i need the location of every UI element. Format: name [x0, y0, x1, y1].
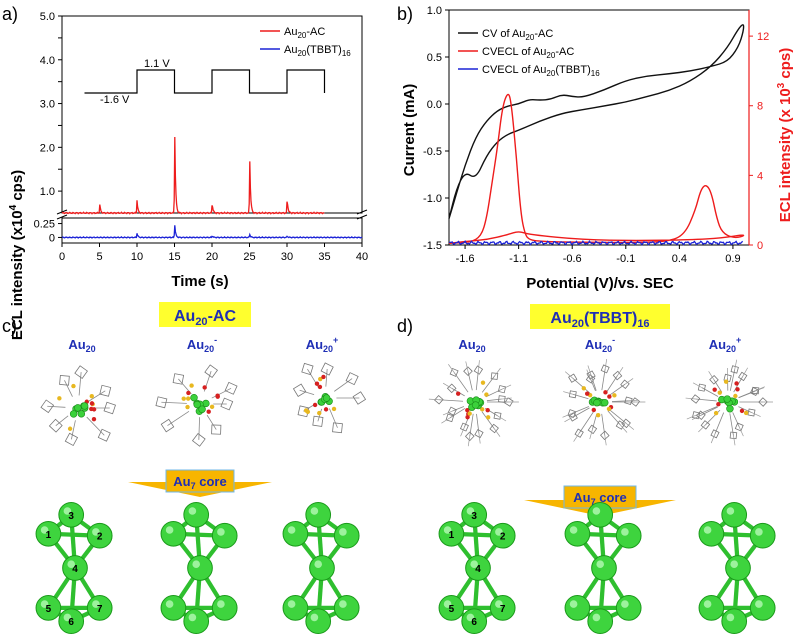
au7-atom-number: 7 — [97, 604, 103, 615]
panel-c-core-label: Au7 core — [173, 474, 226, 491]
au20-cluster-structure — [563, 359, 646, 445]
panel-b-legend-blue: CVECL of Au20(TBBT)16 — [482, 64, 600, 78]
au7-atom-number: 2 — [500, 532, 506, 543]
panel-a-letter: a) — [2, 4, 18, 24]
au20-cluster-structure — [686, 360, 773, 446]
panel-a-y-tick-label: 4.0 — [40, 55, 55, 67]
panel-a-x-tick-label: 5 — [96, 251, 102, 263]
au7-atom-number: 3 — [471, 511, 477, 522]
panel-b-y-tick-label: 0.5 — [427, 52, 442, 64]
panel-b-x-tick-label: 0.4 — [672, 253, 687, 265]
au7-core-structure: 1 2 3 4 5 7 6 — [439, 502, 515, 633]
panel-d-au7-cores: 1 2 3 4 5 7 6 — [439, 502, 775, 633]
panel-c-letter: c) — [2, 316, 17, 336]
panel-b-ylabel-left: Current (mA) — [401, 84, 418, 177]
panel-a-legend-blue: Au20(TBBT)16 — [284, 44, 351, 58]
au7-atom-number: 2 — [97, 532, 103, 543]
panel-b-x-tick-label: -1.1 — [509, 253, 528, 265]
panel-b-x-tick-label: 0.9 — [725, 253, 740, 265]
panel-a-potential-steps — [85, 70, 325, 93]
au20-cluster-structure — [429, 360, 519, 446]
au7-core-structure: 1 2 3 4 5 7 6 — [36, 502, 112, 633]
panel-b-y-right-tick-label: 4 — [757, 170, 763, 182]
panel-c-label-neutral: Au20 — [68, 337, 95, 354]
panel-a-y-tick-label: 1.0 — [40, 186, 55, 198]
panel-a-x-tick-label: 30 — [281, 251, 293, 263]
panel-d-letter: d) — [397, 316, 413, 336]
au7-atom-number: 6 — [68, 617, 74, 628]
series-au20-tbbt-trace — [62, 225, 362, 238]
panel-c-au7-cores: 1 2 3 4 5 7 6 — [36, 502, 359, 633]
au7-atom-number: 1 — [46, 530, 52, 541]
au7-atom-number: 1 — [449, 530, 455, 541]
au20-cluster-structure — [156, 365, 237, 446]
panel-b-legend-red: CVECL of Au20-AC — [482, 46, 574, 60]
panel-c-cluster-structures — [41, 363, 366, 446]
panel-a-x-tick-label: 15 — [168, 251, 180, 263]
panel-a-step-high-label: 1.1 V — [144, 58, 170, 70]
panel-a-x-tick-label: 40 — [356, 251, 368, 263]
panel-a-y-tick-label: 3.0 — [40, 99, 55, 111]
panel-d-label-neutral: Au20 — [458, 337, 485, 354]
series-cvecl-au20-ac-trace — [449, 95, 744, 244]
panel-b: b) Current (mA) ECL intensity (x 103 cps… — [397, 4, 794, 292]
panel-d-cluster-structures — [429, 359, 773, 446]
au7-atom-number: 6 — [471, 617, 477, 628]
series-au20-ac-trace — [62, 137, 324, 214]
au7-core-structure — [283, 502, 359, 633]
panel-d: d) Au20(TBBT)16 Au20 Au20- Au20+ Au7 cor… — [397, 304, 775, 634]
panel-b-legend-black: CV of Au20-AC — [482, 28, 553, 42]
panel-a-xlabel: Time (s) — [171, 273, 228, 290]
panel-c-label-cation: Au20+ — [306, 335, 339, 354]
panel-a-ylabel: ECL intensity (x104 cps) — [8, 170, 26, 340]
panel-b-ticks: -1.6 -1.1 -0.6 -0.1 0.4 0.9 -1.5 -1.0 -0.5 0.0 0.5… — [423, 5, 769, 265]
panel-c-label-anion: Au20- — [187, 335, 217, 354]
panel-a-x-tick-label: 20 — [206, 251, 218, 263]
panel-a-step-low-label: -1.6 V — [100, 94, 130, 106]
au7-atom-number: 5 — [46, 604, 52, 615]
panel-b-y-right-tick-label: 8 — [757, 101, 763, 113]
panel-b-x-tick-label: -1.6 — [456, 253, 475, 265]
panel-a-y-tick-label: 0.25 — [34, 219, 55, 231]
panel-b-y-tick-label: -1.0 — [423, 193, 442, 205]
au7-core-structure — [161, 502, 237, 633]
panel-a-x-tick-label: 35 — [318, 251, 330, 263]
au7-atom-number: 5 — [449, 604, 455, 615]
panel-a-legend-red: Au20-AC — [284, 26, 325, 40]
au7-atom-number: 7 — [500, 604, 506, 615]
panel-b-y-right-tick-label: 12 — [757, 31, 769, 43]
panel-a-x-tick-label: 10 — [131, 251, 143, 263]
panel-b-ylabel-right: ECL intensity (x 103 cps) — [776, 48, 794, 223]
au7-atom-number: 3 — [68, 511, 74, 522]
panel-a-y-tick-label: 5.0 — [40, 11, 55, 23]
panel-a-x-tick-label: 25 — [243, 251, 255, 263]
panel-b-y-tick-label: -1.5 — [423, 240, 442, 252]
au20-cluster-structure — [293, 363, 365, 433]
panel-b-y-tick-label: 1.0 — [427, 5, 442, 17]
au7-core-structure — [699, 502, 775, 633]
au7-atom-number: 4 — [475, 564, 481, 575]
panel-b-y-tick-label: -0.5 — [423, 146, 442, 158]
panel-d-label-cation: Au20+ — [709, 335, 742, 354]
panel-b-y-right-tick-label: 0 — [757, 240, 763, 252]
panel-a-y-tick-label: 0 — [49, 232, 55, 244]
panel-a: a) ECL intensity (x104 cps) Time (s) 0 5 1… — [2, 4, 368, 340]
panel-a-x-tick-label: 0 — [59, 251, 65, 263]
panel-b-xlabel: Potential (V)/vs. SEC — [526, 275, 674, 292]
au7-core-structure — [565, 502, 641, 633]
panel-a-y-tick-label: 2.0 — [40, 142, 55, 154]
au7-atom-number: 4 — [72, 564, 78, 575]
panel-a-ylabel-end: cps) — [9, 170, 26, 205]
panel-a-lower-frame — [62, 218, 362, 243]
panel-b-letter: b) — [397, 4, 413, 24]
au20-cluster-structure — [41, 366, 115, 446]
panel-b-x-tick-label: -0.1 — [616, 253, 635, 265]
panel-d-label-anion: Au20- — [585, 335, 615, 354]
panel-a-legend: Au20-AC Au20(TBBT)16 — [260, 26, 351, 58]
panel-b-y-tick-label: 0.0 — [427, 99, 442, 111]
panel-b-legend: CV of Au20-AC CVECL of Au20-AC CVECL of … — [458, 28, 600, 78]
panel-b-x-tick-label: -0.6 — [563, 253, 582, 265]
